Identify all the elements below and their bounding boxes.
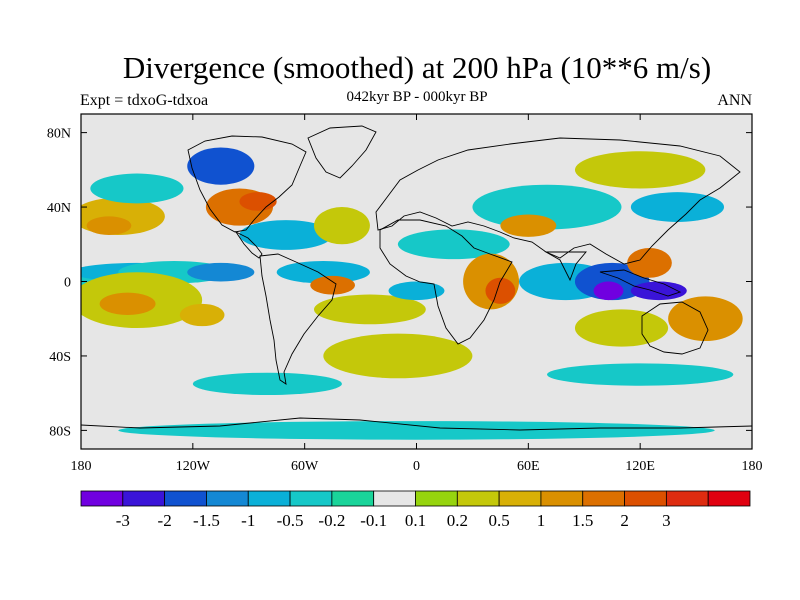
contour-fill-layer: [81, 147, 743, 440]
season-label: ANN: [717, 92, 752, 109]
contour-region: [500, 214, 557, 237]
colorbar-swatch: [247, 490, 291, 507]
colorbar-swatch: [540, 490, 584, 507]
contour-region: [630, 281, 687, 301]
colorbar-label: 0.2: [447, 511, 468, 530]
colorbar-label: -1.5: [193, 511, 220, 530]
colorbar-label: -0.1: [360, 511, 387, 530]
colorbar-swatch: [80, 490, 124, 507]
colorbar-label: -0.5: [277, 511, 304, 530]
contour-region: [546, 363, 734, 386]
contour-region: [574, 151, 706, 189]
contour-region: [593, 281, 624, 301]
x-tick-label: 180: [742, 459, 763, 474]
colorbar-label: -1: [241, 511, 255, 530]
colorbar-swatch: [707, 490, 751, 507]
colorbar-swatch: [665, 490, 709, 507]
colorbar-swatch: [331, 490, 375, 507]
y-tick-label: 80N: [47, 127, 71, 142]
x-tick-label: 120W: [176, 459, 211, 474]
contour-region: [323, 333, 473, 379]
contour-region: [388, 281, 445, 301]
contour-region: [627, 248, 672, 278]
coastline-australia: [641, 301, 709, 355]
plot-subtitle: 042kyr BP - 000kyr BP: [346, 89, 488, 105]
contour-region: [99, 292, 156, 316]
longitude-axis: 180 120W 60W 0 60E 120E 180: [71, 114, 763, 474]
contour-region: [179, 303, 225, 327]
contour-region: [118, 421, 715, 440]
colorbar-label: -0.2: [318, 511, 345, 530]
contour-region: [276, 261, 370, 284]
contour-region: [86, 216, 132, 235]
colorbar-label: -3: [116, 511, 130, 530]
x-tick-label: 60E: [517, 459, 540, 474]
coastline-greenland: [307, 125, 377, 179]
colorbar-swatch: [373, 490, 416, 507]
contour-region: [239, 220, 333, 250]
plot-title: Divergence (smoothed) at 200 hPa (10**6 …: [122, 50, 712, 85]
y-tick-label: 80S: [49, 424, 71, 439]
colorbar-label: 1: [537, 511, 546, 530]
contour-region: [397, 229, 510, 260]
contour-region: [192, 372, 342, 396]
colorbar-label: 1.5: [572, 511, 593, 530]
colorbar-label: 0.1: [405, 511, 426, 530]
experiment-label: Expt = tdxoG-tdxoa: [80, 92, 209, 109]
coastlines: [81, 125, 752, 431]
contour-region: [187, 147, 255, 185]
contour-region: [90, 173, 184, 204]
coastline-maritime-continent: [599, 269, 682, 297]
colorbar-label: -2: [158, 511, 172, 530]
y-tick-label: 40N: [47, 201, 71, 216]
colorbar: -3 -2 -1.5 -1 -0.5 -0.2 -0.1 0.1 0.2 0.5 1 1.5 2 3: [80, 490, 751, 530]
contour-region: [239, 192, 277, 211]
x-tick-label: 120E: [625, 459, 655, 474]
contour-region: [313, 207, 370, 245]
contour-region: [485, 277, 516, 304]
colorbar-swatch: [624, 490, 667, 507]
colorbar-swatch: [164, 490, 207, 507]
colorbar-swatch: [456, 490, 500, 507]
latitude-axis: 80N 40N 0 40S 80S: [47, 127, 752, 439]
y-tick-label: 40S: [49, 350, 71, 365]
x-tick-label: 60W: [291, 459, 319, 474]
coastline-north-america: [187, 135, 307, 233]
y-tick-label: 0: [64, 276, 71, 291]
contour-region: [630, 192, 725, 222]
colorbar-swatch: [289, 490, 333, 507]
coastline-south-america: [259, 253, 337, 385]
colorbar-label: 0.5: [489, 511, 510, 530]
coastline-antarctica: [81, 417, 752, 431]
contour-region: [187, 262, 255, 282]
contour-region: [313, 294, 426, 325]
x-tick-label: 0: [413, 459, 420, 474]
colorbar-swatch: [415, 490, 458, 507]
colorbar-swatch: [206, 490, 249, 507]
colorbar-swatch: [122, 490, 166, 507]
coastline-africa: [379, 219, 513, 345]
coastline-india: [544, 251, 587, 282]
contour-region: [574, 309, 669, 347]
colorbar-label: 2: [620, 511, 629, 530]
x-tick-label: 180: [71, 459, 92, 474]
colorbar-swatch: [582, 490, 625, 507]
colorbar-label: 3: [662, 511, 671, 530]
colorbar-swatch: [498, 490, 542, 507]
contour-region: [668, 296, 743, 342]
contour-region: [310, 275, 355, 295]
coastline-eurasia: [375, 137, 741, 265]
